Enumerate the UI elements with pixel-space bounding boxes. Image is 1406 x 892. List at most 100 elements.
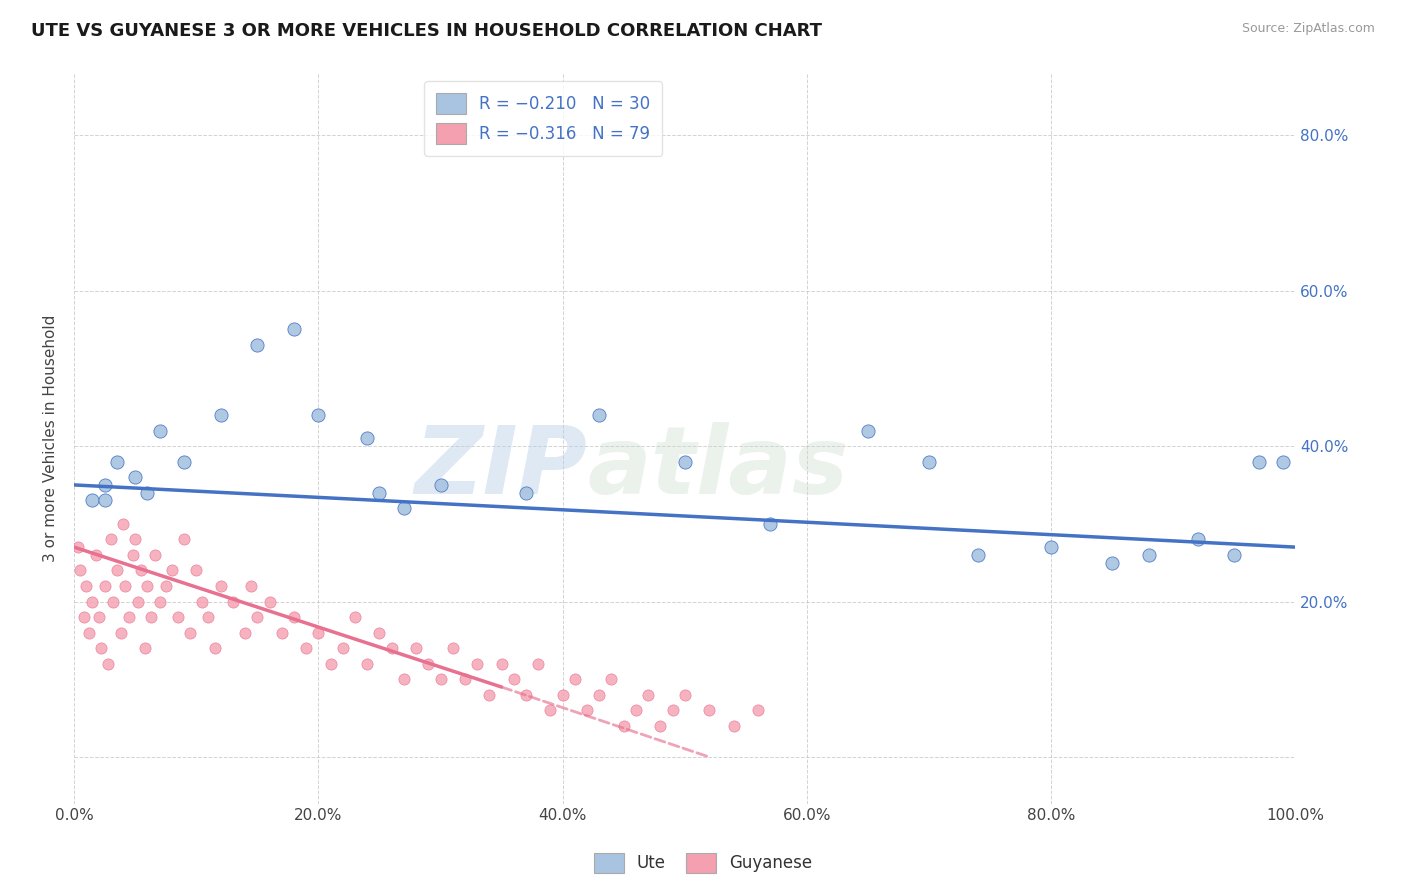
Point: [661, 703, 683, 717]
Point: [111, 516, 134, 531]
Point: [295, 641, 318, 656]
Point: [1223, 548, 1246, 562]
Point: [564, 672, 586, 686]
Point: [527, 657, 550, 671]
Point: [90, 641, 112, 656]
Point: [332, 641, 354, 656]
Point: [105, 564, 128, 578]
Point: [429, 672, 451, 686]
Point: [967, 548, 990, 562]
Point: [93, 579, 115, 593]
Text: atlas: atlas: [588, 422, 848, 514]
Point: [319, 657, 342, 671]
Point: [84, 548, 107, 562]
Point: [173, 533, 195, 547]
Point: [97, 657, 120, 671]
Point: [270, 625, 292, 640]
Point: [624, 703, 647, 717]
Point: [149, 424, 172, 438]
Point: [588, 408, 610, 422]
Point: [697, 703, 720, 717]
Point: [149, 594, 172, 608]
Point: [139, 610, 162, 624]
Point: [673, 688, 696, 702]
Point: [856, 424, 879, 438]
Legend: R = −0.210   N = 30, R = −0.316   N = 79: R = −0.210 N = 30, R = −0.316 N = 79: [425, 81, 662, 156]
Legend: Ute, Guyanese: Ute, Guyanese: [586, 847, 820, 880]
Point: [515, 485, 537, 500]
Point: [283, 610, 305, 624]
Point: [82, 493, 104, 508]
Point: [1040, 540, 1063, 554]
Point: [723, 719, 745, 733]
Point: [233, 625, 256, 640]
Point: [93, 493, 115, 508]
Point: [100, 533, 122, 547]
Point: [538, 703, 561, 717]
Point: [283, 322, 305, 336]
Text: ZIP: ZIP: [415, 422, 588, 514]
Point: [551, 688, 574, 702]
Point: [73, 610, 96, 624]
Point: [66, 540, 89, 554]
Point: [124, 533, 146, 547]
Point: [101, 594, 124, 608]
Point: [160, 564, 183, 578]
Point: [110, 625, 132, 640]
Point: [673, 455, 696, 469]
Point: [75, 579, 97, 593]
Point: [82, 594, 104, 608]
Point: [246, 610, 269, 624]
Point: [356, 657, 378, 671]
Point: [129, 564, 152, 578]
Point: [441, 641, 464, 656]
Point: [93, 478, 115, 492]
Point: [307, 625, 329, 640]
Point: [204, 641, 226, 656]
Point: [576, 703, 599, 717]
Point: [465, 657, 488, 671]
Point: [405, 641, 427, 656]
Point: [502, 672, 524, 686]
Point: [186, 564, 208, 578]
Point: [136, 485, 159, 500]
Text: Source: ZipAtlas.com: Source: ZipAtlas.com: [1241, 22, 1375, 36]
Point: [515, 688, 537, 702]
Point: [1272, 455, 1295, 469]
Text: UTE VS GUYANESE 3 OR MORE VEHICLES IN HOUSEHOLD CORRELATION CHART: UTE VS GUYANESE 3 OR MORE VEHICLES IN HO…: [31, 22, 823, 40]
Point: [637, 688, 659, 702]
Point: [167, 610, 190, 624]
Point: [127, 594, 149, 608]
Point: [588, 688, 610, 702]
Point: [197, 610, 219, 624]
Point: [429, 478, 451, 492]
Point: [118, 610, 141, 624]
Point: [747, 703, 769, 717]
Point: [209, 579, 232, 593]
Point: [259, 594, 281, 608]
Point: [222, 594, 245, 608]
Point: [209, 408, 232, 422]
Point: [87, 610, 110, 624]
Point: [368, 485, 391, 500]
Point: [121, 548, 143, 562]
Point: [368, 625, 391, 640]
Point: [1187, 533, 1209, 547]
Point: [191, 594, 214, 608]
Point: [246, 338, 269, 352]
Point: [454, 672, 477, 686]
Point: [114, 579, 136, 593]
Point: [173, 455, 195, 469]
Point: [392, 501, 415, 516]
Y-axis label: 3 or more Vehicles in Household: 3 or more Vehicles in Household: [44, 315, 58, 562]
Point: [1101, 556, 1123, 570]
Point: [136, 579, 159, 593]
Point: [1137, 548, 1160, 562]
Point: [343, 610, 366, 624]
Point: [918, 455, 941, 469]
Point: [307, 408, 329, 422]
Point: [600, 672, 623, 686]
Point: [613, 719, 636, 733]
Point: [356, 431, 378, 445]
Point: [77, 625, 100, 640]
